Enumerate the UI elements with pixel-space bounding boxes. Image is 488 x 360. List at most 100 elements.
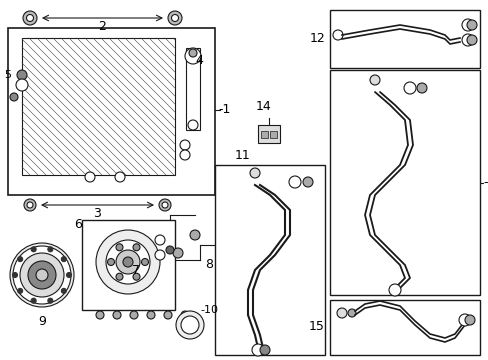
Bar	[185, 48, 200, 130]
Circle shape	[466, 35, 476, 45]
Bar	[22, 38, 175, 175]
Circle shape	[133, 244, 140, 251]
Circle shape	[159, 199, 171, 211]
Circle shape	[13, 273, 18, 278]
Text: 9: 9	[38, 315, 46, 328]
Circle shape	[288, 176, 301, 188]
Circle shape	[18, 257, 22, 262]
Circle shape	[187, 120, 198, 130]
Circle shape	[249, 168, 260, 178]
Circle shape	[403, 82, 415, 94]
Circle shape	[96, 311, 104, 319]
Circle shape	[24, 199, 36, 211]
Bar	[329, 300, 479, 355]
Circle shape	[26, 14, 34, 22]
Text: 6: 6	[74, 219, 82, 231]
Circle shape	[31, 298, 36, 303]
Circle shape	[458, 314, 470, 326]
Circle shape	[17, 70, 27, 80]
Text: 12: 12	[308, 32, 325, 45]
Circle shape	[123, 257, 133, 267]
Circle shape	[181, 316, 199, 334]
Circle shape	[180, 150, 190, 160]
Circle shape	[48, 298, 53, 303]
Circle shape	[260, 345, 269, 355]
Circle shape	[168, 11, 182, 25]
Circle shape	[141, 258, 148, 265]
Circle shape	[189, 49, 197, 57]
Bar	[215, 165, 325, 355]
Circle shape	[96, 230, 160, 294]
Circle shape	[176, 311, 203, 339]
Circle shape	[16, 79, 28, 91]
Circle shape	[155, 250, 164, 260]
Text: 14: 14	[256, 100, 271, 113]
Text: 7: 7	[132, 264, 140, 276]
Circle shape	[155, 235, 164, 245]
Bar	[22, 38, 175, 175]
Circle shape	[27, 202, 33, 208]
Circle shape	[347, 309, 355, 317]
Circle shape	[130, 311, 138, 319]
Bar	[269, 131, 276, 138]
Circle shape	[180, 140, 190, 150]
Circle shape	[147, 311, 155, 319]
Circle shape	[162, 202, 168, 208]
Circle shape	[115, 172, 125, 182]
Circle shape	[388, 284, 400, 296]
Circle shape	[464, 315, 474, 325]
Text: -10: -10	[200, 305, 218, 315]
Circle shape	[165, 246, 174, 254]
Circle shape	[107, 258, 114, 265]
Text: -1: -1	[218, 104, 230, 117]
Circle shape	[181, 311, 189, 319]
Circle shape	[466, 20, 476, 30]
Bar	[8, 28, 215, 195]
Circle shape	[461, 34, 473, 46]
Circle shape	[369, 75, 379, 85]
Circle shape	[461, 19, 473, 31]
Circle shape	[18, 288, 22, 293]
Circle shape	[28, 261, 56, 289]
Circle shape	[163, 311, 172, 319]
Circle shape	[336, 308, 346, 318]
Text: -13: -13	[482, 176, 488, 189]
Circle shape	[116, 273, 123, 280]
Circle shape	[66, 273, 71, 278]
Circle shape	[190, 230, 200, 240]
Text: 5: 5	[4, 70, 11, 80]
Circle shape	[31, 247, 36, 252]
Circle shape	[184, 48, 201, 64]
Circle shape	[171, 14, 178, 22]
Circle shape	[61, 288, 66, 293]
Circle shape	[332, 30, 342, 40]
Circle shape	[85, 172, 95, 182]
Circle shape	[303, 177, 312, 187]
Bar	[258, 125, 280, 143]
Text: 3: 3	[93, 207, 101, 220]
Circle shape	[10, 243, 74, 307]
Circle shape	[416, 83, 426, 93]
Circle shape	[106, 240, 150, 284]
Circle shape	[13, 246, 71, 304]
Circle shape	[20, 253, 64, 297]
Circle shape	[36, 269, 48, 281]
Bar	[82, 220, 175, 310]
Circle shape	[61, 257, 66, 262]
Text: 8: 8	[204, 258, 213, 271]
Text: 15: 15	[308, 320, 325, 333]
Text: 2: 2	[99, 20, 106, 33]
Text: 11: 11	[235, 149, 250, 162]
Circle shape	[116, 244, 123, 251]
Circle shape	[48, 247, 53, 252]
Text: 4: 4	[195, 54, 203, 67]
Circle shape	[23, 11, 37, 25]
Circle shape	[133, 273, 140, 280]
Circle shape	[173, 248, 183, 258]
Bar	[261, 131, 267, 138]
Circle shape	[113, 311, 121, 319]
Bar	[329, 10, 479, 68]
Bar	[329, 70, 479, 295]
Circle shape	[251, 344, 264, 356]
Circle shape	[116, 250, 140, 274]
